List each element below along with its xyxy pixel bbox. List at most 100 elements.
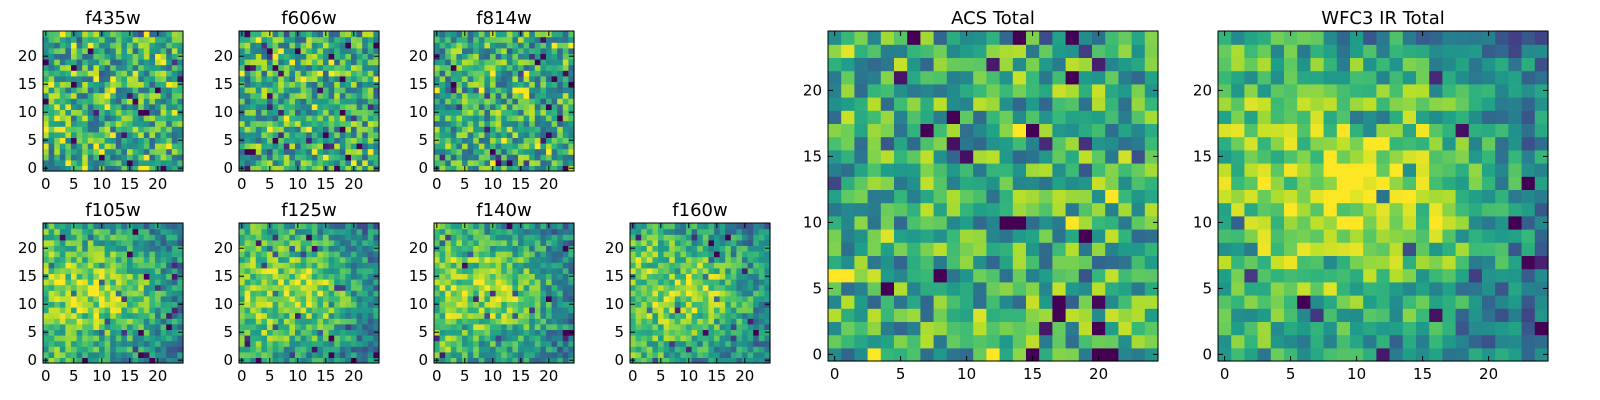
heatmap-cell — [362, 312, 369, 319]
heatmap-cell — [323, 239, 330, 246]
heatmap-cell — [311, 357, 318, 364]
heatmap-cell — [669, 223, 676, 230]
heatmap-cell — [177, 59, 184, 66]
heatmap-cell — [367, 70, 374, 77]
heatmap-cell — [334, 284, 341, 291]
heatmap-cell — [960, 281, 974, 296]
heatmap-cell — [540, 137, 547, 144]
heatmap-cell — [467, 273, 474, 280]
heatmap-cell — [562, 323, 569, 330]
heatmap-cell — [456, 290, 463, 297]
heatmap-cell — [562, 92, 569, 99]
heatmap-cell — [177, 290, 184, 297]
heatmap-cell — [674, 279, 681, 286]
heatmap-cell — [93, 87, 100, 94]
heatmap-cell — [523, 165, 530, 172]
heatmap-cell — [317, 120, 324, 127]
heatmap-cell — [250, 323, 257, 330]
heatmap-cell — [456, 295, 463, 302]
heatmap-cell — [272, 239, 279, 246]
heatmap-cell — [71, 92, 78, 99]
heatmap-cell — [283, 223, 290, 230]
heatmap-cell — [171, 81, 178, 88]
heatmap-cell — [76, 290, 83, 297]
heatmap-cell — [155, 323, 162, 330]
heatmap-cell — [747, 234, 754, 241]
heatmap-cell — [99, 329, 106, 336]
heatmap-cell — [48, 126, 55, 133]
heatmap-cell — [71, 273, 78, 280]
heatmap-cell — [272, 165, 279, 172]
heatmap-cell — [652, 279, 659, 286]
heatmap-cell — [546, 239, 553, 246]
heatmap-cell — [999, 176, 1014, 190]
heatmap-cell — [149, 228, 156, 235]
heatmap-cell — [143, 323, 150, 330]
heatmap-cell — [272, 115, 279, 122]
heatmap-cell — [54, 329, 61, 336]
heatmap-cell — [127, 329, 134, 336]
heatmap-cell — [362, 109, 369, 116]
heatmap-cell — [445, 267, 452, 274]
heatmap-cell — [311, 329, 318, 336]
heatmap-cell — [758, 279, 765, 286]
heatmap-cell — [104, 59, 111, 66]
heatmap-cell — [339, 228, 346, 235]
heatmap-cell — [714, 239, 721, 246]
heatmap-cell — [747, 351, 754, 358]
heatmap-cell — [529, 228, 536, 235]
heatmap-cell — [462, 59, 469, 66]
heatmap-cell — [311, 64, 318, 71]
heatmap-cell — [680, 318, 687, 325]
heatmap-cell — [434, 234, 441, 241]
heatmap-cell — [65, 223, 72, 230]
heatmap-cell — [1039, 347, 1053, 362]
heatmap-cell — [523, 115, 530, 122]
heatmap-cell — [523, 351, 530, 358]
heatmap-cell — [478, 228, 485, 235]
heatmap-cell — [445, 126, 452, 133]
heatmap-cell — [557, 131, 564, 138]
heatmap-cell — [328, 262, 335, 269]
heatmap-cell — [445, 120, 452, 127]
heatmap-cell — [295, 251, 302, 258]
heatmap-cell — [373, 323, 380, 330]
heatmap-cell — [534, 284, 541, 291]
heatmap-cell — [261, 115, 268, 122]
heatmap-cell — [986, 189, 1001, 204]
heatmap-cell — [149, 223, 156, 230]
heatmap-cell — [473, 256, 480, 263]
heatmap-cell — [267, 284, 274, 291]
y-tick-label: 5 — [223, 323, 233, 341]
heatmap-cell — [306, 312, 313, 319]
heatmap-cell — [562, 103, 569, 110]
heatmap-cell — [317, 312, 324, 319]
heatmap-cell — [641, 323, 648, 330]
heatmap-cell — [960, 189, 974, 204]
heatmap-cell — [59, 262, 66, 269]
heatmap-cell — [894, 202, 908, 217]
heatmap-cell — [506, 239, 513, 246]
heatmap-cell — [127, 53, 134, 60]
heatmap-cell — [518, 279, 525, 286]
heatmap-cell — [635, 267, 642, 274]
heatmap-cell — [132, 109, 139, 116]
heatmap-cell — [87, 143, 94, 150]
heatmap-cell — [255, 295, 262, 302]
heatmap-cell — [87, 262, 94, 269]
heatmap-cell — [362, 120, 369, 127]
heatmap-cell — [121, 92, 128, 99]
heatmap-cell — [334, 228, 341, 235]
heatmap-cell — [529, 307, 536, 314]
y-tick-label: 0 — [418, 351, 428, 369]
heatmap-cell — [697, 267, 704, 274]
heatmap-cell — [138, 335, 145, 342]
heatmap-cell — [439, 262, 446, 269]
heatmap-cell — [630, 228, 637, 235]
heatmap-cell — [143, 42, 150, 49]
heatmap-cell — [351, 103, 358, 110]
heatmap-cell — [758, 251, 765, 258]
heatmap-cell — [540, 346, 547, 353]
heatmap-cell — [373, 318, 380, 325]
heatmap-cell — [339, 81, 346, 88]
